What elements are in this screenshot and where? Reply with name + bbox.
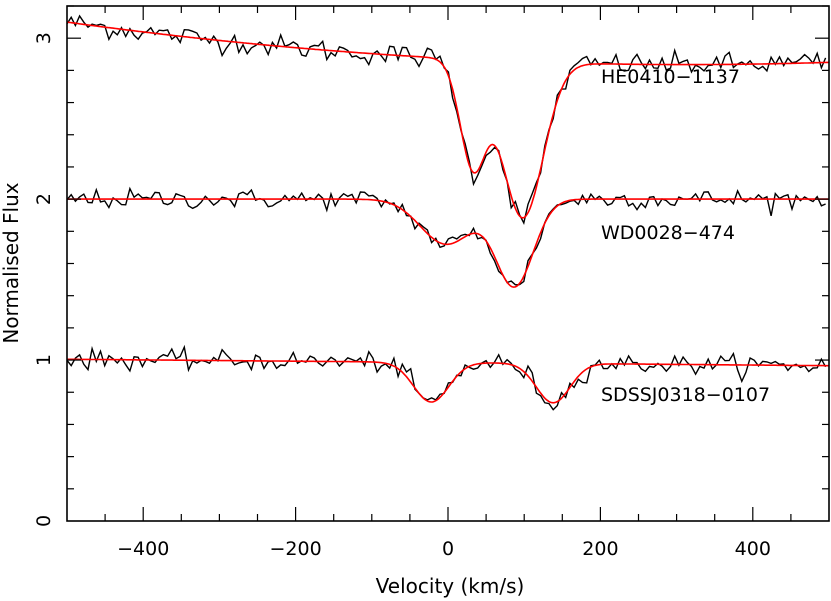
y-axis-label: Normalised Flux <box>0 182 23 343</box>
observed-spectrum-1 <box>66 14 827 226</box>
series-label-3: SDSSJ0318−0107 <box>601 384 770 406</box>
x-tick-label: 400 <box>735 538 771 560</box>
series-label-1: HE0410−1137 <box>601 66 740 88</box>
y-tick-label: 2 <box>33 193 55 205</box>
y-tick-label: 3 <box>33 32 55 44</box>
x-tick-label: −200 <box>270 538 322 560</box>
y-tick-label: 0 <box>33 515 55 527</box>
observed-spectrum-3 <box>66 344 827 411</box>
x-axis-label: Velocity (km/s) <box>376 574 525 598</box>
model-fit-3 <box>67 358 829 404</box>
model-fit-1 <box>66 21 830 219</box>
model-fit-2 <box>67 198 829 288</box>
series-label-2: WD0028−474 <box>601 222 735 244</box>
x-tick-label: 0 <box>442 538 454 560</box>
x-tick-label: −400 <box>117 538 169 560</box>
x-tick-label: 200 <box>582 538 618 560</box>
y-tick-label: 1 <box>33 354 55 366</box>
